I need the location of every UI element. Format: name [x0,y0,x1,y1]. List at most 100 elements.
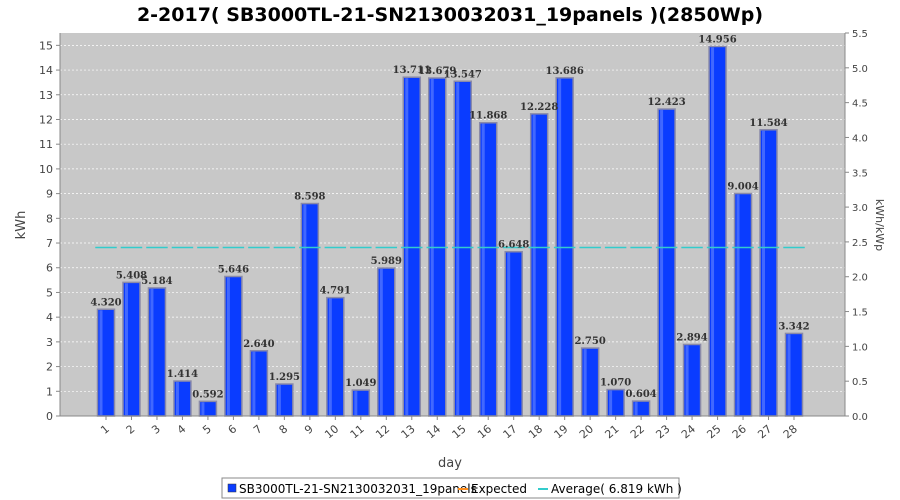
data-label: 14.956 [698,34,736,45]
bar-highlight [328,298,332,415]
bar-highlight [175,382,179,415]
y-tick-label: 6 [46,262,53,275]
x-tick-label: 27 [755,422,774,441]
x-tick-label: 5 [200,422,214,436]
data-label: 5.184 [141,276,172,287]
x-tick-label: 6 [226,422,240,436]
x-tick-label: 16 [475,422,494,441]
bar-highlight [252,351,256,415]
data-label: 13.547 [444,69,482,80]
data-label: 2.894 [676,332,707,343]
legend-label: SB3000TL-21-SN2130032031_19panels [239,482,477,496]
x-tick-label: 1 [98,422,112,436]
y-axis-label: kWh [14,211,29,240]
bar-highlight [226,277,230,415]
x-axis: 1 2 3 4 5 6 7 8 9 10 11 12 13 14 15 16 17 18 19 20 21 22 23 24 2… [98,416,800,441]
y-tick-label: 4 [46,311,53,324]
x-tick-label: 19 [552,422,571,441]
data-label: 9.004 [727,182,758,193]
x-tick-label: 24 [679,422,698,441]
data-label: 13.711 [393,65,431,76]
data-label: 11.868 [469,111,507,122]
data-label: 12.228 [520,102,558,113]
data-label: 5.989 [371,256,402,267]
y-tick-label: 12 [39,113,53,126]
data-label: 2.750 [574,336,605,347]
y2-tick-label: 5.5 [852,29,868,40]
y2-tick-label: 3.0 [852,203,868,214]
legend-label: Average( 6.819 kWh ) [551,482,682,496]
legend-box [221,477,680,499]
data-label: 2.640 [243,339,274,350]
y2-tick-label: 0.0 [852,412,868,423]
legend-swatch [227,483,237,493]
chart-title: 2-2017( SB3000TL-21-SN2130032031_19panel… [137,4,763,26]
x-tick-label: 17 [501,422,520,441]
bar-highlight [583,349,587,415]
y2-tick-label: 2.0 [852,273,868,284]
y2-tick-label: 4.5 [852,99,868,110]
bar-highlight [303,204,307,415]
y-tick-label: 1 [46,385,53,398]
legend: SB3000TL-21-SN2130032031_19panelsExpecte… [221,477,682,499]
y-tick-label: 0 [46,410,53,423]
bar-highlight [685,345,689,415]
x-tick-label: 20 [577,422,596,441]
y-tick-label: 5 [46,286,53,299]
data-label: 13.686 [546,66,584,77]
bar-highlight [379,269,383,415]
data-label: 1.049 [345,378,376,389]
y2-tick-label: 4.0 [852,133,868,144]
y-tick-label: 9 [46,188,53,201]
bar-highlight [201,402,205,415]
bar-highlight [711,47,715,415]
data-label: 3.342 [778,321,809,332]
x-tick-label: 14 [424,422,443,441]
y-tick-label: 13 [39,89,53,102]
y-tick-label: 15 [39,39,53,52]
bar-highlight [150,288,154,415]
data-label: 11.584 [749,118,787,129]
data-label: 13.679 [418,66,456,77]
grid-lines [60,45,845,392]
bar-highlight [787,334,791,415]
x-tick-label: 4 [175,422,189,436]
x-tick-label: 10 [322,422,341,441]
y-tick-label: 7 [46,237,53,250]
data-label: 0.604 [625,389,656,400]
y2-tick-label: 2.5 [852,238,868,249]
y2-tick-label: 0.5 [852,377,868,388]
x-tick-label: 2 [124,422,138,436]
x-tick-label: 7 [251,422,265,436]
data-label: 1.070 [600,378,631,389]
x-tick-label: 25 [704,422,723,441]
x-tick-label: 11 [348,422,367,441]
y-tick-label: 8 [46,212,53,225]
bar-highlight [507,252,511,415]
y2-tick-label: 5.0 [852,64,868,75]
data-label: 1.295 [269,372,300,383]
x-tick-label: 28 [781,422,800,441]
x-tick-label: 15 [450,422,469,441]
data-label: 5.646 [218,264,249,275]
bar-highlight [354,391,358,415]
bar-highlight [99,310,103,415]
bar-highlight [124,283,128,415]
y2-tick-label: 1.0 [852,342,868,353]
bar-highlight [481,123,485,416]
bar-highlight [762,130,766,415]
x-tick-label: 8 [277,422,291,436]
y-tick-label: 3 [46,336,53,349]
x-tick-label: 9 [302,422,316,436]
x-tick-label: 3 [149,422,163,436]
y-tick-label: 11 [39,138,53,151]
y-tick-label: 10 [39,163,53,176]
bar-highlight [456,82,460,416]
data-label: 4.791 [320,286,351,297]
plot-area [60,33,845,416]
y-tick-label: 2 [46,361,53,374]
bar-highlight [634,402,638,415]
data-label: 1.414 [167,369,198,380]
